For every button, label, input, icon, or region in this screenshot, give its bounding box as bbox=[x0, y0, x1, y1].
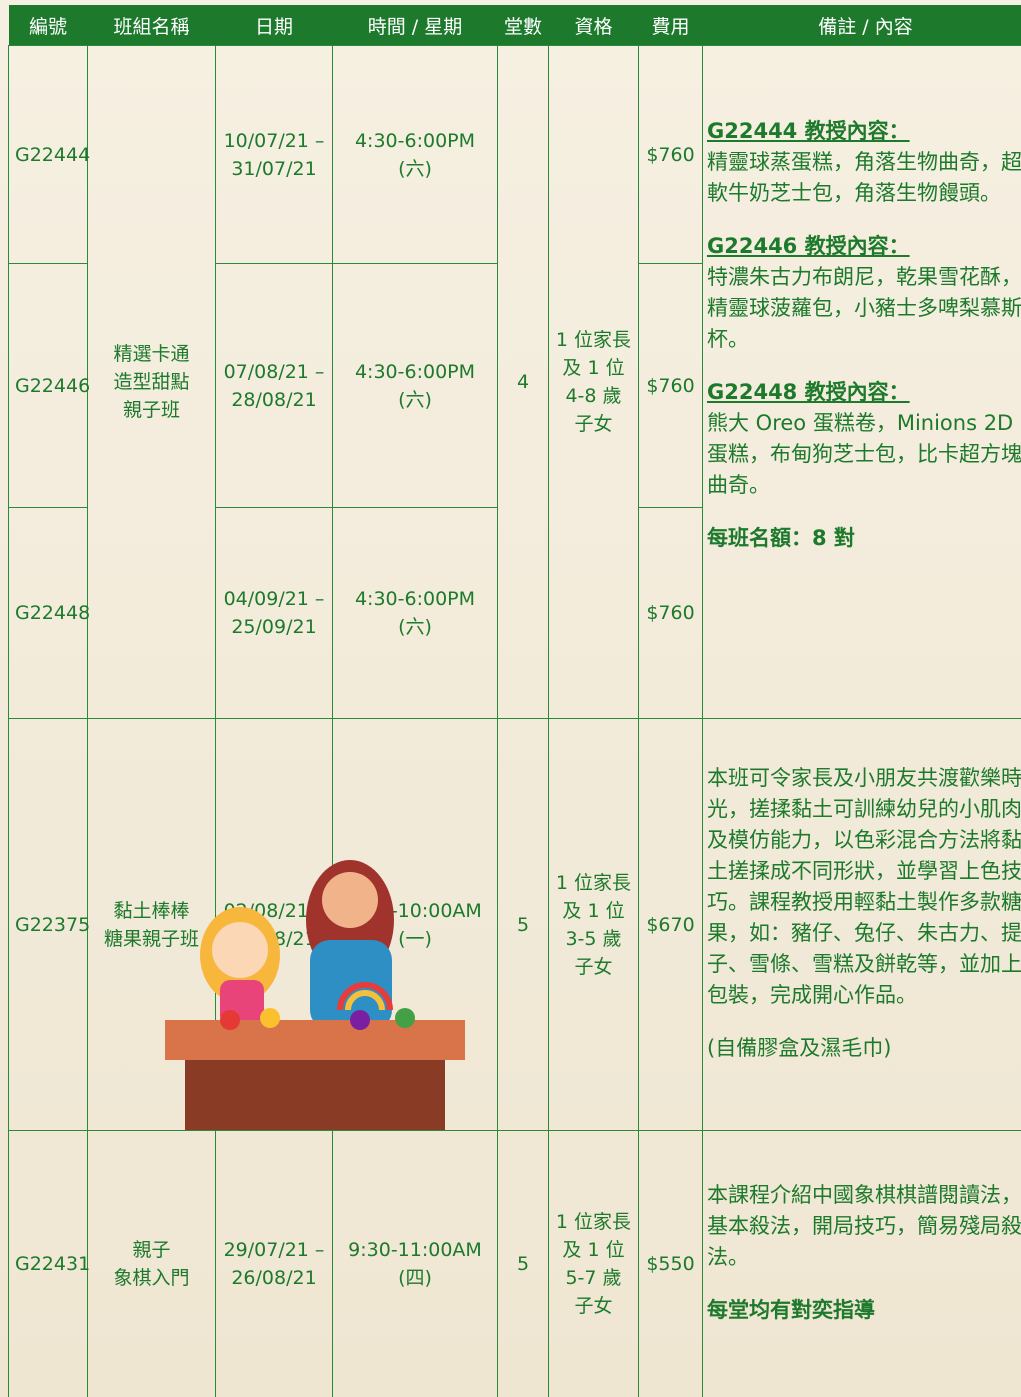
course-table: 編號 班組名稱 日期 時間 / 星期 堂數 資格 費用 備註 / 內容 G22444 精選卡通造… bbox=[8, 5, 1021, 1397]
text-line: 子女 bbox=[574, 413, 613, 435]
text-line: 29/07/21 – bbox=[223, 1239, 325, 1261]
fee: $550 bbox=[638, 1130, 703, 1397]
text-line: 子女 bbox=[574, 1295, 613, 1317]
text-line: 子女 bbox=[574, 955, 613, 978]
text-line: 04/09/21 – bbox=[223, 588, 325, 610]
fee: $760 bbox=[638, 263, 703, 508]
text-line: 造型甜點 bbox=[113, 371, 190, 393]
note-heading: G22446 教授內容： bbox=[707, 234, 910, 258]
text-line: 親子 bbox=[132, 1239, 171, 1261]
course-code: G22431 bbox=[8, 1130, 90, 1397]
course-code: G22448 bbox=[8, 507, 90, 719]
text-line: 黏土棒棒 bbox=[113, 899, 190, 922]
column-header: 編號 bbox=[8, 5, 88, 46]
notes: 本課程介紹中國象棋棋譜閱讀法，基本殺法，開局技巧，簡易殘局殺法。每堂均有對奕指導 bbox=[702, 1130, 1021, 1397]
note-emphasis: 每堂均有對奕指導 bbox=[707, 1298, 875, 1322]
text-line: 25/09/21 bbox=[231, 616, 317, 638]
text-line: (四) bbox=[398, 1267, 432, 1289]
note-text: 熊大 Oreo 蛋糕卷，Minions 2D 蛋糕，布甸狗芝士包，比卡超方塊曲奇… bbox=[707, 411, 1021, 497]
fee: $760 bbox=[638, 507, 703, 719]
text-line: 糖果親子班 bbox=[103, 927, 199, 950]
lessons: 5 bbox=[497, 1130, 549, 1397]
text-line: (六) bbox=[398, 157, 432, 180]
text-line: 07/08/21 – bbox=[223, 360, 325, 383]
text-line: 親子班 bbox=[122, 399, 180, 421]
text-line: 4:30-6:00PM bbox=[354, 588, 476, 610]
illustration bbox=[165, 860, 465, 1130]
fee: $670 bbox=[638, 718, 703, 1131]
notes: 本班可令家長及小朋友共渡歡樂時光，搓揉黏土可訓練幼兒的小肌肉及模仿能力，以色彩混… bbox=[702, 718, 1021, 1131]
date: 07/08/21 – 28/08/21 bbox=[215, 263, 333, 508]
text-line: 及 1 位 bbox=[562, 357, 625, 379]
time: 4:30-6:00PM (六) bbox=[332, 507, 498, 719]
time: 4:30-6:00PM (六) bbox=[332, 263, 498, 508]
column-header: 堂數 bbox=[497, 5, 549, 46]
course-code: G22446 bbox=[8, 263, 90, 508]
course-code: G22444 bbox=[8, 45, 90, 264]
eligibility: 1 位家長及 1 位 3-5 歲子女 bbox=[548, 718, 639, 1131]
column-header: 日期 bbox=[215, 5, 333, 46]
class-name: 精選卡通造型甜點親子班 bbox=[87, 45, 216, 719]
time: 4:30-6:00PM (六) bbox=[332, 45, 498, 264]
table-row: G22431 親子 象棋入門 29/07/21 –26/08/21 9:30-11:00… bbox=[8, 1130, 1021, 1397]
text-line: 象棋入門 bbox=[113, 1267, 190, 1289]
column-header: 時間 / 星期 bbox=[332, 5, 498, 46]
table-row: G22448 04/09/21 – 25/09/21 4:30-6:00PM (六) $7… bbox=[8, 507, 1021, 719]
class-name: 親子 象棋入門 bbox=[87, 1130, 216, 1397]
column-header: 班組名稱 bbox=[87, 5, 216, 46]
date: 10/07/21 – 31/07/21 bbox=[215, 45, 333, 264]
course-code: G22375 bbox=[8, 718, 90, 1131]
note-heading: G22448 教授內容： bbox=[707, 380, 910, 404]
text-line: (一) bbox=[398, 927, 432, 950]
note-emphasis: 每班名額：8 對 bbox=[707, 526, 855, 550]
text-line: 28/08/21 bbox=[231, 388, 317, 411]
notes: G22444 教授內容： 精靈球蒸蛋糕，角落生物曲奇，超軟牛奶芝士包，角落生物饅頭… bbox=[702, 45, 1021, 719]
column-header: 費用 bbox=[638, 5, 703, 46]
text-line: 10/07/21 – bbox=[223, 129, 325, 152]
note-text: 本課程介紹中國象棋棋譜閱讀法，基本殺法，開局技巧，簡易殘局殺法。 bbox=[707, 1183, 1021, 1269]
text-line: 及 1 位 bbox=[562, 899, 625, 922]
lessons: 5 bbox=[497, 718, 549, 1131]
text-line: 1 位家長 bbox=[555, 329, 632, 351]
text-line: 4:30-6:00PM bbox=[354, 360, 476, 383]
table-row: G22444 精選卡通 造型甜點 親子班 10/07/21 –31/07/21 4:30-… bbox=[8, 45, 1021, 719]
text-line: (六) bbox=[398, 616, 432, 638]
header-row: 編號 班組名稱 日期 時間 / 星期 堂數 資格 費用 備註 / 內容 bbox=[8, 5, 1021, 46]
eligibility: 1 位家長及 1 位 5-7 歲子女 bbox=[548, 1130, 639, 1397]
note-text: 本班可令家長及小朋友共渡歡樂時光，搓揉黏土可訓練幼兒的小肌肉及模仿能力，以色彩混… bbox=[707, 766, 1021, 1007]
column-header: 資格 bbox=[548, 5, 639, 46]
lessons: 4 bbox=[497, 45, 549, 719]
eligibility: 1 位家長及 1 位 4-8 歲子女 bbox=[548, 45, 639, 719]
time: 9:30-11:00AM (四) bbox=[332, 1130, 498, 1397]
text-line: 9:30-11:00AM bbox=[348, 1239, 482, 1261]
note-text: (自備膠盒及濕毛巾) bbox=[707, 1036, 892, 1060]
text-line: 26/08/21 bbox=[231, 1267, 317, 1289]
date: 04/09/21 – 25/09/21 bbox=[215, 507, 333, 719]
column-header: 備註 / 內容 bbox=[702, 5, 1021, 46]
text-line: 31/07/21 bbox=[231, 157, 317, 180]
text-line: 5-7 歲 bbox=[565, 1267, 622, 1289]
note-text: 精靈球蒸蛋糕，角落生物曲奇，超軟牛奶芝士包，角落生物饅頭。 bbox=[707, 150, 1021, 205]
text-line: 3-5 歲 bbox=[565, 927, 622, 950]
text-line: 1 位家長 bbox=[555, 1211, 632, 1233]
note-heading: G22444 教授內容： bbox=[707, 119, 910, 143]
text-line: (六) bbox=[398, 388, 432, 411]
fee: $760 bbox=[638, 45, 703, 264]
text-line: 精選卡通 bbox=[113, 343, 190, 365]
text-line: 1 位家長 bbox=[555, 871, 632, 894]
text-line: 4-8 歲 bbox=[565, 385, 622, 407]
note-text: 特濃朱古力布朗尼，乾果雪花酥，精靈球菠蘿包，小豬士多啤梨慕斯杯。 bbox=[707, 265, 1021, 351]
text-line: 4:30-6:00PM bbox=[354, 129, 476, 152]
table-body: G22444 精選卡通 造型甜點 親子班 10/07/21 –31/07/21 4:30-… bbox=[8, 45, 1021, 1397]
text-line: 及 1 位 bbox=[562, 1239, 625, 1261]
table-row: G22446 07/08/21 – 28/08/21 4:30-6:00PM (六) $7… bbox=[8, 263, 1021, 508]
date: 29/07/21 – 26/08/21 bbox=[215, 1130, 333, 1397]
